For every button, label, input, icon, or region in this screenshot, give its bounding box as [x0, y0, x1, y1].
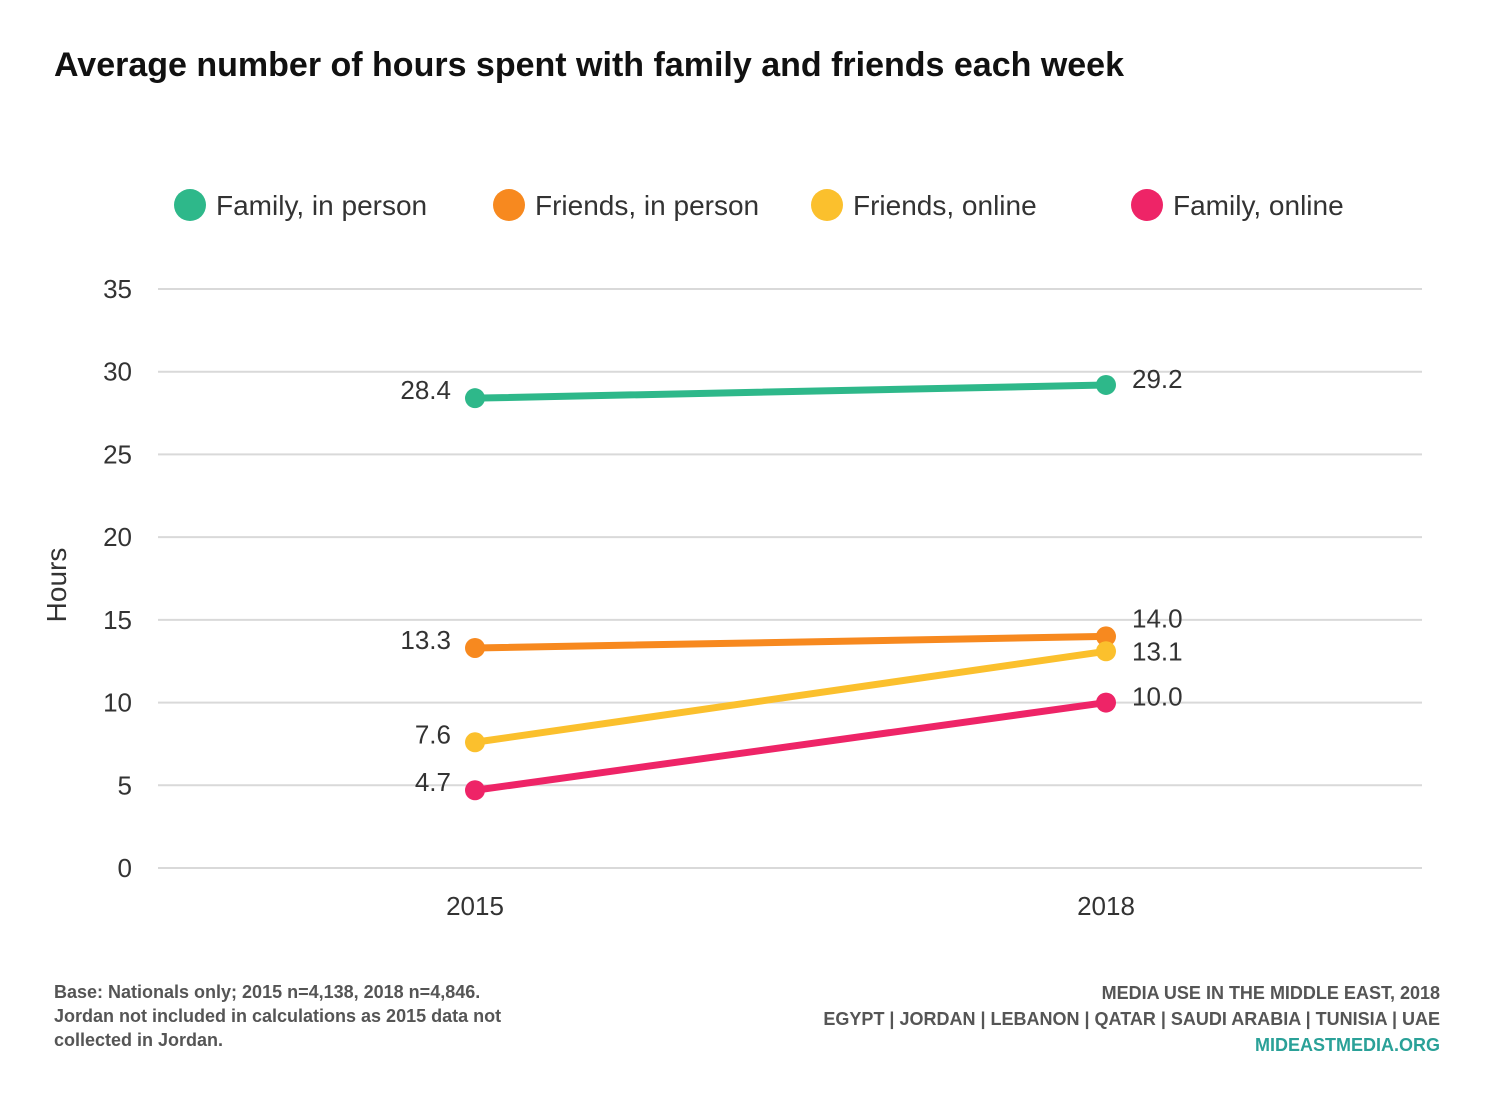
- legend-item: Friends, online: [811, 189, 1037, 221]
- legend-label: Family, online: [1173, 190, 1344, 221]
- data-point: [465, 637, 485, 658]
- y-tick-label: 20: [103, 522, 132, 552]
- legend: Family, in person Friends, in person Frien…: [174, 189, 1344, 221]
- x-axis: 2015 2018: [446, 891, 1135, 921]
- data-label: 13.1: [1132, 636, 1183, 666]
- data-label: 28.4: [400, 375, 451, 405]
- y-tick-label: 0: [118, 853, 132, 883]
- series: 28.4 29.2: [400, 364, 1183, 409]
- source-title: MEDIA USE IN THE MIDDLE EAST, 2018: [1101, 983, 1440, 1003]
- legend-swatch: [1131, 189, 1163, 221]
- x-tick-label: 2015: [446, 891, 504, 921]
- series: 4.7 10.0: [415, 682, 1183, 801]
- legend-swatch: [174, 189, 206, 221]
- legend-item: Family, online: [1131, 189, 1344, 221]
- data-point: [1096, 692, 1116, 713]
- chart-title: Average number of hours spent with famil…: [54, 46, 1125, 84]
- data-point: [1096, 641, 1116, 662]
- data-point: [465, 388, 485, 409]
- line-chart: Family, in person Friends, in person Frien…: [41, 189, 1422, 921]
- series-line: [471, 647, 1110, 746]
- legend-item: Family, in person: [174, 189, 427, 221]
- grid: [158, 288, 1422, 869]
- legend-swatch: [493, 189, 525, 221]
- country-list: EGYPT | JORDAN | LEBANON | QATAR | SAUDI…: [823, 1009, 1440, 1029]
- y-tick-label: 35: [103, 274, 132, 304]
- data-label: 14.0: [1132, 603, 1183, 633]
- source-block: MEDIA USE IN THE MIDDLE EAST, 2018 EGYPT…: [823, 980, 1440, 1058]
- x-tick-label: 2018: [1077, 891, 1135, 921]
- base-note: Base: Nationals only; 2015 n=4,138, 2018…: [54, 980, 614, 1052]
- data-label: 4.7: [415, 767, 451, 797]
- series: 7.6 13.1: [415, 636, 1183, 753]
- legend-label: Friends, online: [853, 190, 1037, 221]
- website-link[interactable]: MIDEASTMEDIA.ORG: [1254, 1035, 1440, 1055]
- legend-label: Family, in person: [216, 190, 427, 221]
- data-label: 10.0: [1132, 682, 1183, 712]
- y-tick-label: 5: [118, 770, 132, 800]
- y-tick-label: 25: [103, 439, 132, 469]
- y-tick-label: 30: [103, 357, 132, 387]
- data-label: 13.3: [400, 625, 451, 655]
- data-label: 29.2: [1132, 364, 1183, 394]
- base-note-line: Jordan not included in calculations as 2…: [54, 1006, 502, 1026]
- y-tick-label: 15: [103, 605, 132, 635]
- series-line: [471, 381, 1110, 402]
- series-line: [471, 699, 1110, 794]
- legend-label: Friends, in person: [535, 190, 759, 221]
- legend-item: Friends, in person: [493, 189, 759, 221]
- base-note-line: Base: Nationals only; 2015 n=4,138, 2018…: [54, 982, 481, 1002]
- series: 13.3 14.0: [400, 603, 1183, 658]
- data-point: [1096, 374, 1116, 395]
- legend-swatch: [811, 189, 843, 221]
- base-note-line: collected in Jordan.: [54, 1030, 224, 1050]
- data-point: [465, 732, 485, 753]
- y-tick-label: 10: [103, 688, 132, 718]
- series-layer: 28.4 29.2 13.3 14.0 7.6 13.1 4.7 10.0: [400, 364, 1183, 801]
- y-axis-label: Hours: [41, 548, 72, 623]
- data-point: [465, 780, 485, 801]
- y-axis: 0 5 10 15 20 25 30 35: [103, 274, 132, 883]
- data-label: 7.6: [415, 719, 451, 749]
- series-line: [471, 632, 1110, 652]
- data-point: [1096, 626, 1116, 647]
